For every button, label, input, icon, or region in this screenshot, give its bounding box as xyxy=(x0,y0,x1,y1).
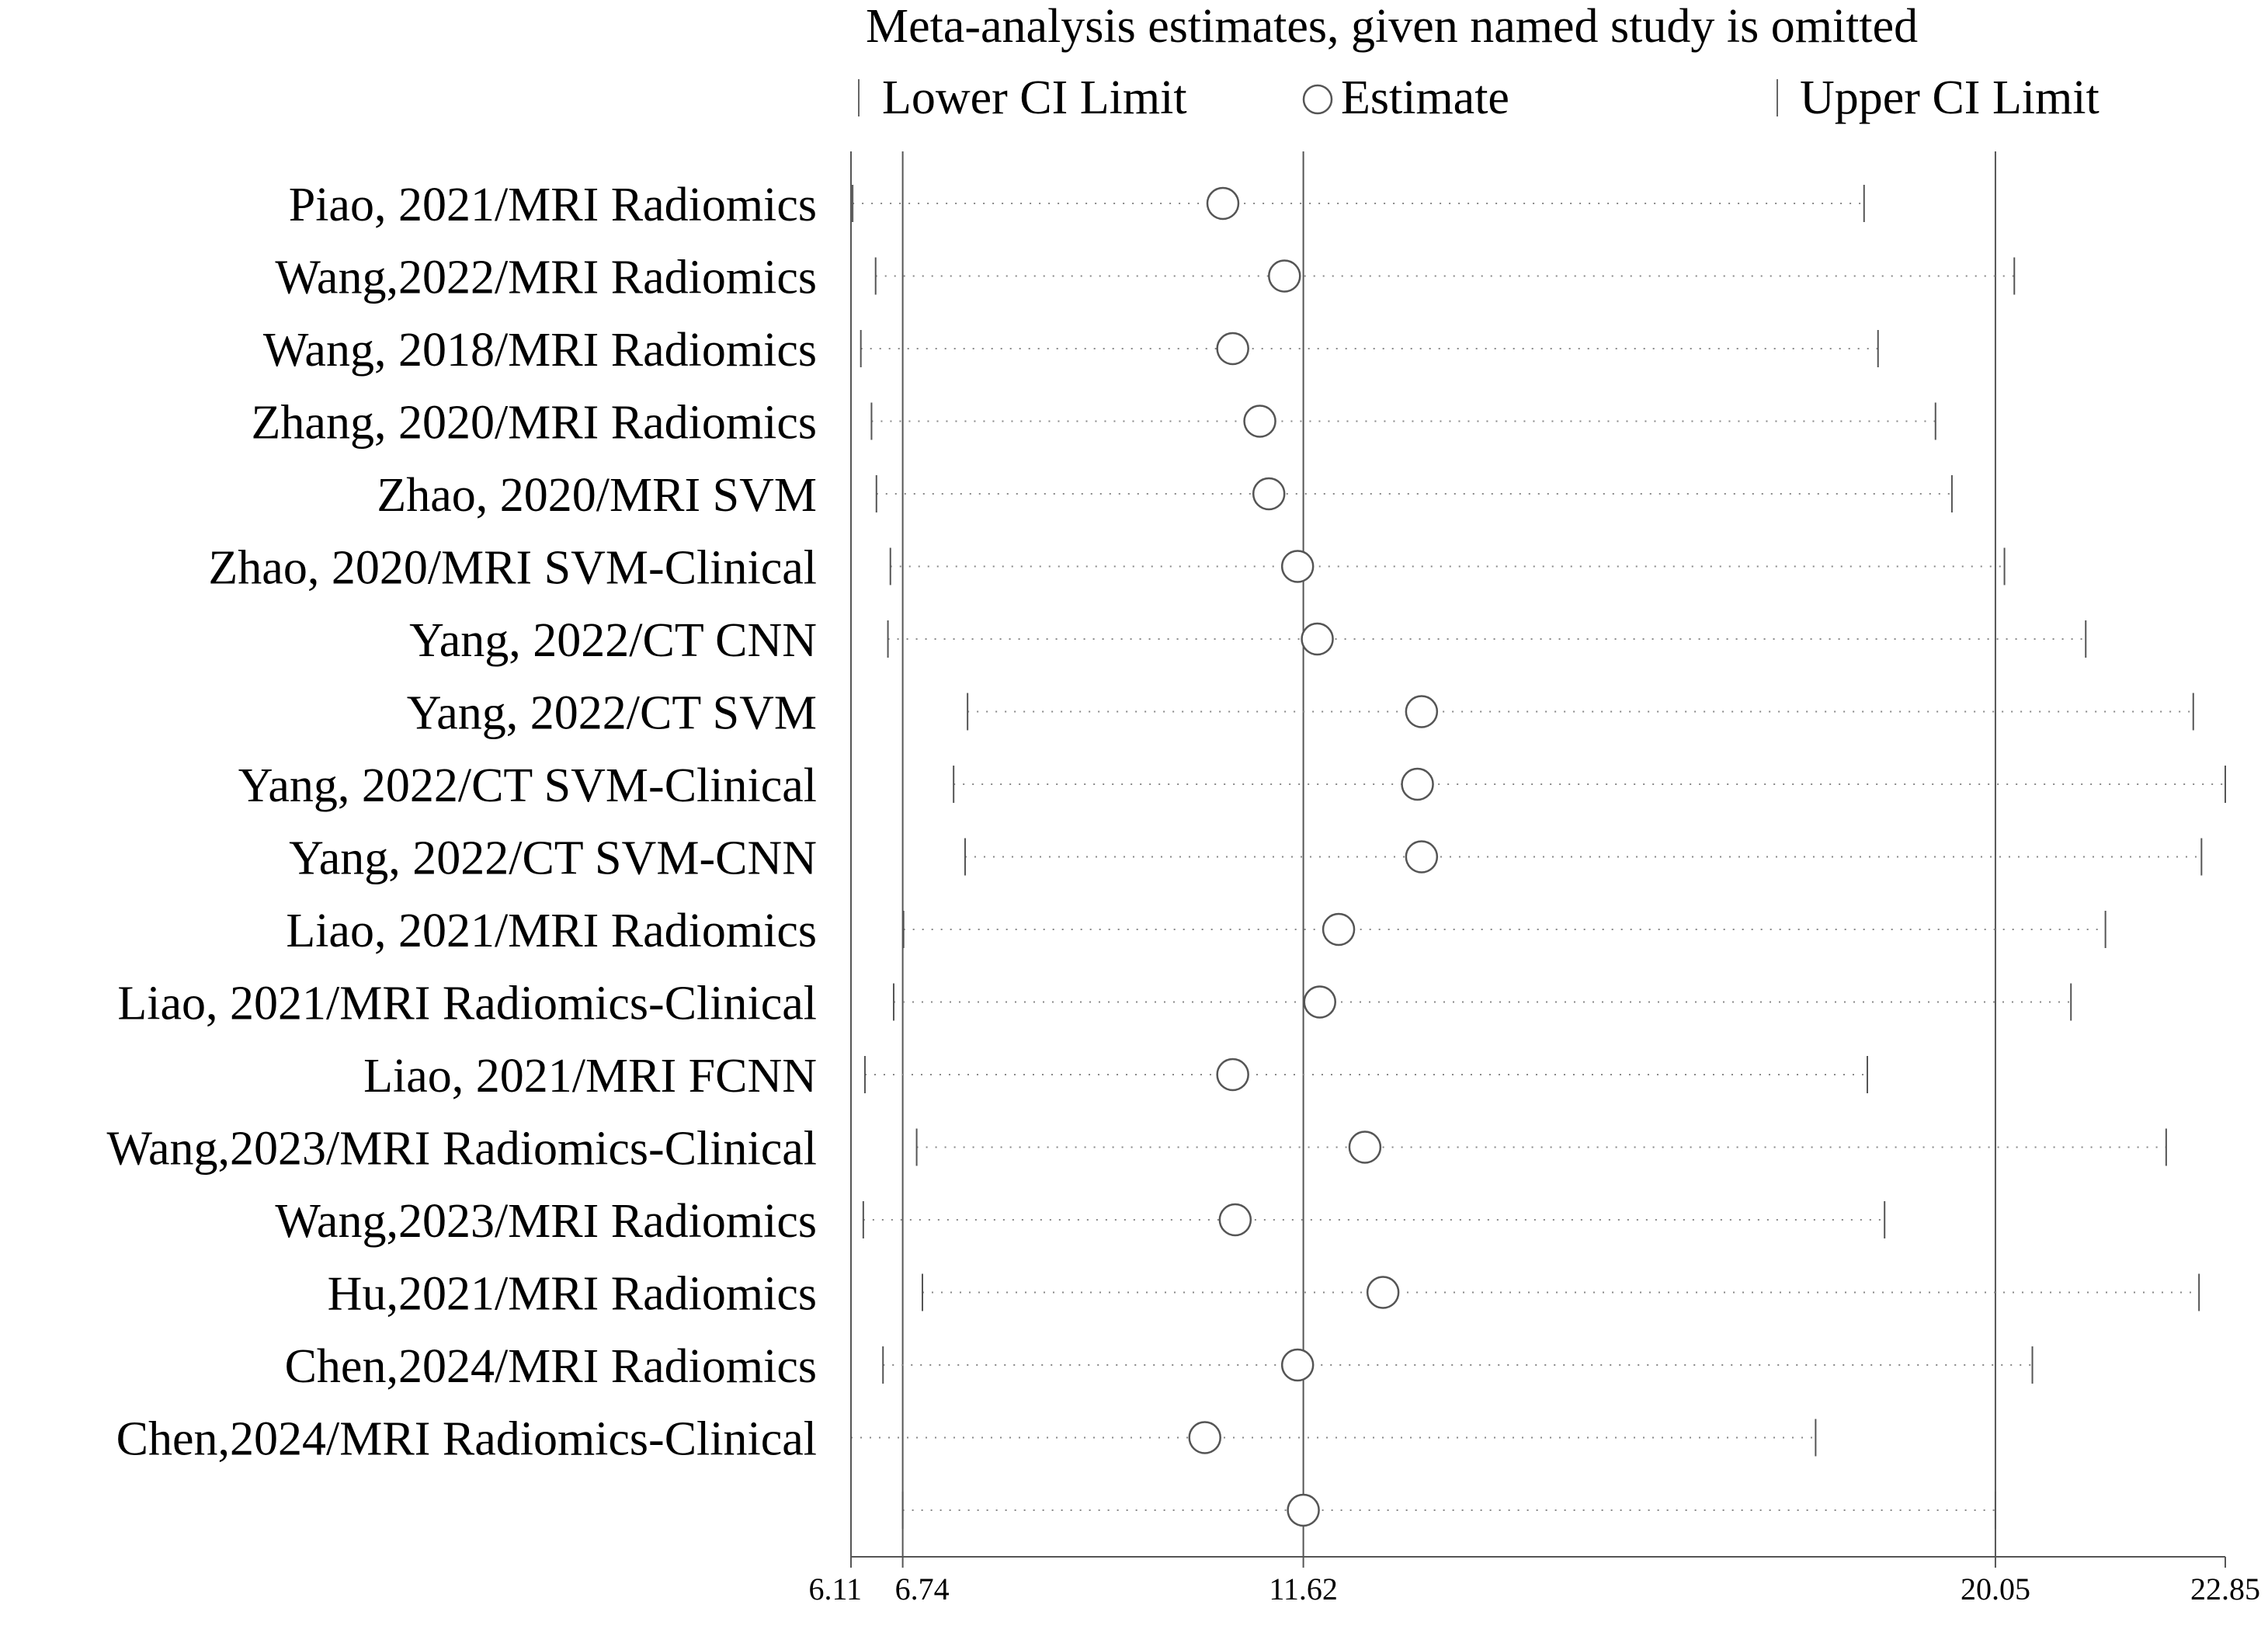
plot-area xyxy=(850,151,1996,1557)
chart-title: Meta-analysis estimates, given named stu… xyxy=(866,0,1918,53)
study-row: Wang,2022/MRI Radiomics xyxy=(275,252,2016,304)
study-row: Yang, 2022/CT SVM-Clinical xyxy=(238,759,2226,812)
study-row: Zhao, 2020/MRI SVM-Clinical xyxy=(208,542,2006,595)
study-label: Zhao, 2020/MRI SVM xyxy=(377,469,817,522)
estimate-circle xyxy=(1287,1493,1320,1527)
legend-upper-ci-label: Upper CI Limit xyxy=(1800,71,2100,124)
study-label: Wang,2023/MRI Radiomics-Clinical xyxy=(106,1123,817,1176)
study-row: Liao, 2021/MRI Radiomics xyxy=(286,905,2106,957)
estimate-circle xyxy=(1216,1058,1249,1092)
estimate-circle xyxy=(1252,477,1286,511)
estimate-circle xyxy=(1216,332,1249,366)
x-tick-label: 11.62 xyxy=(1269,1572,1338,1606)
study-label: Zhang, 2020/MRI Radiomics xyxy=(252,397,817,450)
legend-lower-ci-label: Lower CI Limit xyxy=(882,71,1187,124)
estimate-circle xyxy=(1243,405,1276,438)
legend-estimate-label: Estimate xyxy=(1341,71,1509,124)
study-row: Yang, 2022/CT SVM-CNN xyxy=(289,832,2203,885)
estimate-circle xyxy=(1206,186,1240,221)
study-row: Chen,2024/MRI Radiomics-Clinical xyxy=(116,1413,1817,1466)
study-label: Yang, 2022/CT SVM-Clinical xyxy=(238,759,817,812)
estimate-circle xyxy=(1348,1131,1382,1164)
study-label: Liao, 2021/MRI Radiomics xyxy=(286,905,817,957)
x-axis: 6.11 6.74 11.62 20.05 22.85 xyxy=(808,1556,2260,1606)
study-label: Chen,2024/MRI Radiomics xyxy=(285,1340,817,1393)
estimate-circle xyxy=(1405,840,1439,874)
study-label: Wang, 2018/MRI Radiomics xyxy=(263,324,817,377)
estimate-circle xyxy=(1401,767,1434,801)
study-rows: Piao, 2021/MRI Radiomics Wang,2022/MRI Ra… xyxy=(106,179,2226,1529)
estimate-circle xyxy=(1303,985,1336,1019)
estimate-circle xyxy=(1268,259,1301,293)
study-row: Wang,2023/MRI Radiomics-Clinical xyxy=(106,1123,2167,1176)
study-label: Liao, 2021/MRI FCNN xyxy=(363,1050,817,1103)
study-row: Wang,2023/MRI Radiomics xyxy=(275,1195,1886,1248)
estimate-circle xyxy=(1366,1276,1400,1309)
study-label: Piao, 2021/MRI Radiomics xyxy=(289,179,817,231)
study-row: Piao, 2021/MRI Radiomics xyxy=(289,179,1865,231)
study-label: Yang, 2022/CT SVM xyxy=(407,687,817,740)
x-tick-label: 22.85 xyxy=(2190,1572,2260,1606)
study-label: Liao, 2021/MRI Radiomics-Clinical xyxy=(117,978,817,1030)
study-row: Yang, 2022/CT SVM xyxy=(407,687,2194,740)
estimate-circle xyxy=(1218,1203,1252,1237)
study-row xyxy=(901,1492,1996,1529)
study-row: Hu,2021/MRI Radiomics xyxy=(328,1268,2200,1321)
estimate-circle xyxy=(1280,550,1315,583)
x-tick-label: 6.11 xyxy=(808,1572,862,1606)
legend-estimate-marker xyxy=(1302,84,1333,115)
study-label: Wang,2023/MRI Radiomics xyxy=(275,1195,817,1248)
estimate-circle xyxy=(1301,622,1334,656)
study-label: Wang,2022/MRI Radiomics xyxy=(275,252,817,304)
x-tick-label: 20.05 xyxy=(1961,1572,2030,1606)
x-tick-label: 6.74 xyxy=(895,1572,950,1606)
study-row: Liao, 2021/MRI Radiomics-Clinical xyxy=(117,978,2072,1030)
study-row: Liao, 2021/MRI FCNN xyxy=(363,1050,1868,1103)
study-row: Zhang, 2020/MRI Radiomics xyxy=(252,397,1936,450)
study-label: Hu,2021/MRI Radiomics xyxy=(328,1268,817,1321)
study-row: Zhao, 2020/MRI SVM xyxy=(377,469,1953,522)
study-label: Chen,2024/MRI Radiomics-Clinical xyxy=(116,1413,817,1466)
estimate-circle xyxy=(1405,695,1439,728)
legend: Lower CI Limit Estimate Upper CI Limit xyxy=(858,71,2100,124)
study-row: Yang, 2022/CT CNN xyxy=(409,614,2087,667)
study-row: Chen,2024/MRI Radiomics xyxy=(285,1340,2034,1393)
study-label: Yang, 2022/CT SVM-CNN xyxy=(289,832,817,885)
study-label: Zhao, 2020/MRI SVM-Clinical xyxy=(208,542,817,595)
estimate-circle xyxy=(1280,1348,1315,1382)
estimate-circle xyxy=(1322,912,1356,946)
estimate-circle xyxy=(1188,1421,1221,1454)
study-row: Wang, 2018/MRI Radiomics xyxy=(263,324,1879,377)
study-label: Yang, 2022/CT CNN xyxy=(409,614,817,667)
